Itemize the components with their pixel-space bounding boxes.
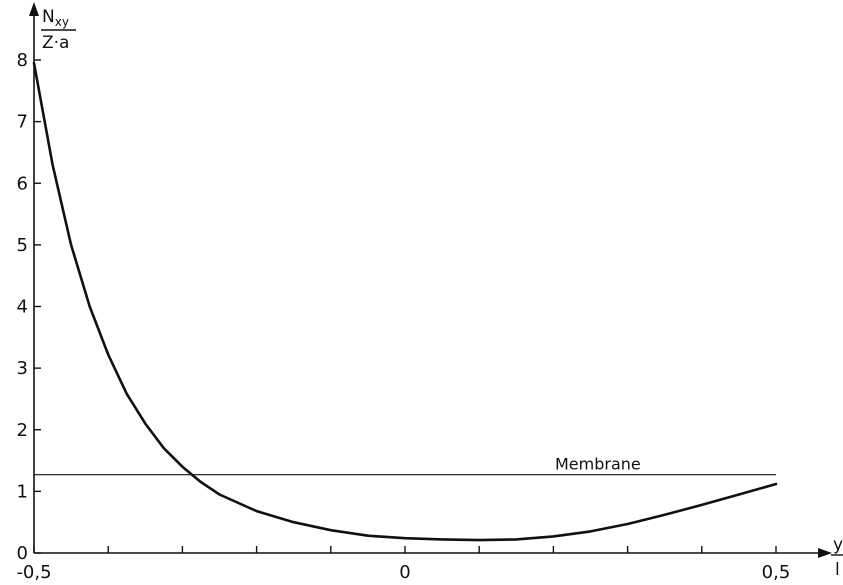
y-axis-arrow-icon: [29, 2, 39, 16]
x-axis-label: y l: [831, 535, 843, 580]
x-tick-labels: -0,5 0 0,5: [16, 562, 790, 583]
y-tick-label: 7: [17, 112, 28, 133]
y-tick-label: 6: [17, 173, 28, 194]
series-line: [32, 61, 778, 542]
y-tick-label: 0: [17, 543, 28, 564]
x-tick-label: -0,5: [16, 562, 51, 583]
y-axis-label-numerator: Nxy: [42, 7, 69, 29]
x-tick-label: 0,5: [762, 562, 791, 583]
membrane-label: Membrane: [555, 455, 641, 474]
x-axis-label-denominator: l: [835, 560, 840, 580]
y-tick-label: 2: [17, 420, 28, 441]
x-axis-label-numerator: y: [833, 535, 843, 555]
y-tick-label: 5: [17, 235, 28, 256]
y-tick-label: 8: [17, 50, 28, 71]
x-ticks: [33, 546, 777, 553]
y-tick-label: 4: [17, 297, 28, 318]
y-ticks: [34, 59, 41, 554]
y-tick-labels: 0 1 2 3 4 5 6 7 8: [17, 50, 28, 564]
x-axis-arrow-icon: [818, 548, 832, 558]
x-tick-label: 0: [399, 562, 410, 583]
y-axis-label: Nxy Z·a: [41, 7, 76, 53]
y-tick-label: 1: [17, 481, 28, 502]
y-axis-label-denominator: Z·a: [42, 33, 69, 53]
y-tick-label: 3: [17, 358, 28, 379]
